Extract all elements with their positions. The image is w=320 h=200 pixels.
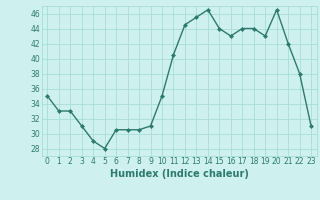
X-axis label: Humidex (Indice chaleur): Humidex (Indice chaleur) bbox=[110, 169, 249, 179]
